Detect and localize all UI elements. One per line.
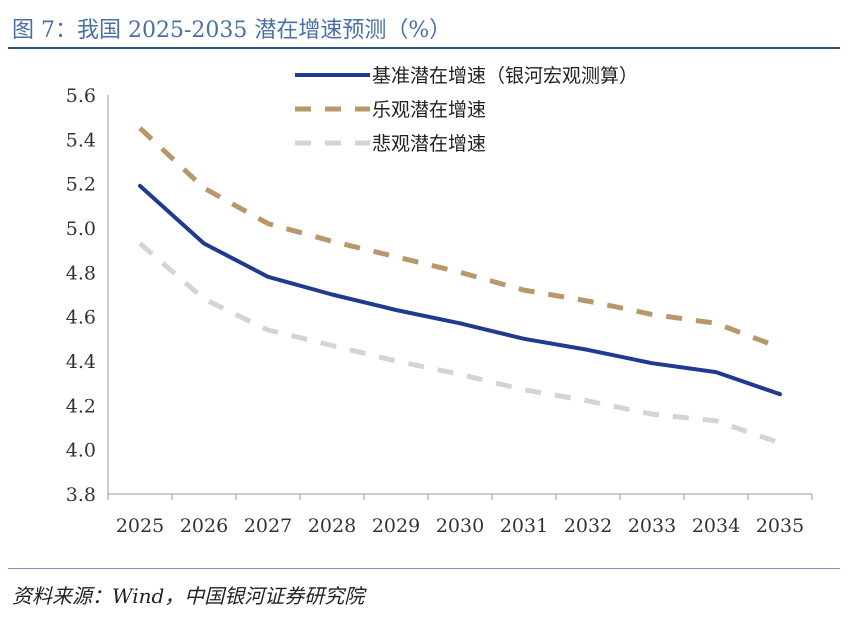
x-tick-label: 2028 — [308, 515, 356, 537]
y-tick-label: 3.8 — [66, 484, 96, 506]
series-line-baseline — [138, 183, 782, 397]
x-tick-label: 2031 — [500, 515, 548, 537]
line-chart: 3.84.04.24.44.64.85.05.25.45.6 2025 2026 2… — [66, 65, 813, 537]
y-tick-label: 5.6 — [66, 85, 96, 107]
source-note: 资料来源：Wind，中国银河证券研究院 — [12, 584, 365, 608]
x-tick-label: 2030 — [436, 515, 484, 537]
series-lines — [138, 126, 782, 446]
legend-item-baseline-label: 基准潜在增速（银河宏观测算） — [372, 65, 638, 87]
x-tick-label: 2032 — [564, 515, 612, 537]
x-tick-label: 2029 — [372, 515, 420, 537]
y-tick-label: 4.4 — [66, 351, 96, 373]
y-tick-label: 4.8 — [66, 262, 96, 284]
source-divider — [8, 568, 840, 569]
y-tick-label: 5.0 — [66, 218, 96, 240]
y-tick-label: 4.6 — [66, 307, 96, 329]
x-tick-label: 2034 — [692, 515, 740, 537]
series-line-optimistic — [138, 126, 781, 351]
legend-item-pessimistic-label: 悲观潜在增速 — [372, 133, 486, 155]
x-tick-label: 2026 — [180, 515, 228, 537]
series-line-pessimistic — [138, 241, 781, 446]
y-tick-label: 4.2 — [66, 395, 96, 417]
y-tick-label: 5.2 — [66, 174, 96, 196]
x-tick-label: 2033 — [628, 515, 676, 537]
y-tick-label: 5.4 — [66, 129, 96, 151]
x-axis-ticks: 2025 2026 2027 2028 2029 2030 2031 2032 2033 2034… — [107, 494, 813, 537]
y-axis-ticks: 3.8 4.0 4.2 4.4 4.6 4.8 5.0 5.2 5.4 5.6 — [66, 85, 96, 506]
x-tick-label: 2035 — [756, 515, 804, 537]
figure-title: 图 7：我国 2025-2035 潜在增速预测（%） — [12, 18, 452, 43]
x-tick-label: 2027 — [244, 515, 292, 537]
x-tick-label: 2025 — [116, 515, 164, 537]
legend-item-optimistic-label: 乐观潜在增速 — [372, 99, 486, 121]
y-tick-label: 4.0 — [66, 440, 96, 462]
title-divider — [8, 47, 840, 49]
